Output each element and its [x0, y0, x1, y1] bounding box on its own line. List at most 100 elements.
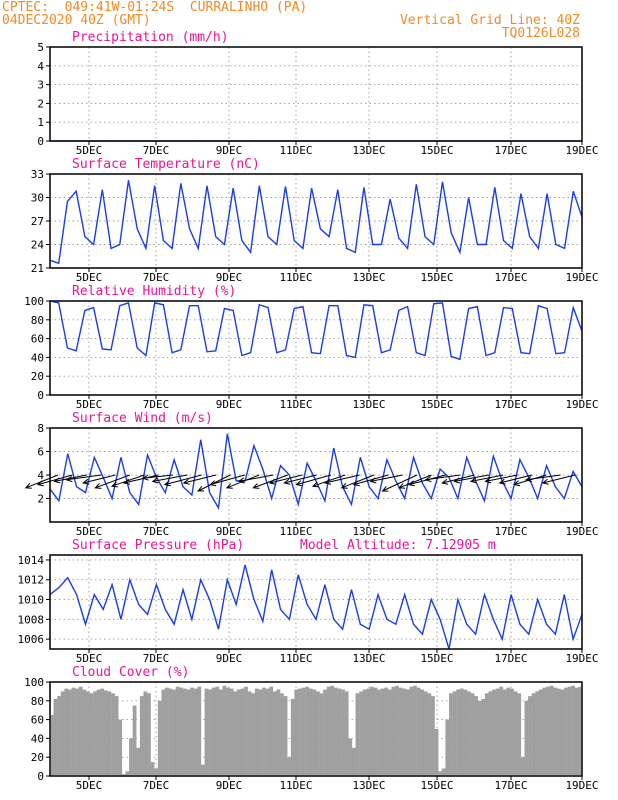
y-tick-label: 4: [37, 469, 44, 482]
cloud-bar: [57, 696, 61, 776]
cloud-bar: [333, 687, 338, 776]
cloud-bar: [111, 693, 115, 776]
wind-arrow: [163, 474, 202, 487]
cloud-bar: [150, 761, 155, 776]
y-tick-label: 2: [37, 493, 44, 506]
series-line-1: [49, 180, 583, 265]
cloud-bar: [96, 689, 101, 776]
cloud-bar: [502, 689, 507, 776]
cloud-bar: [549, 685, 554, 776]
wind-arrow: [141, 474, 173, 481]
cloud-bar: [280, 693, 284, 776]
cloud-bar: [75, 688, 79, 776]
panel-border-3: [49, 427, 583, 523]
x-tick-label: 17DEC: [494, 779, 527, 792]
cloud-bar: [395, 685, 399, 776]
panel-border-0: [49, 46, 583, 142]
cloud-bar: [312, 689, 317, 776]
cloud-bar: [416, 687, 421, 776]
wind-arrow: [151, 474, 188, 484]
cloud-bar: [373, 687, 378, 776]
cloud-bar: [391, 686, 396, 776]
cloud-bar: [344, 691, 349, 776]
cloud-bar: [53, 698, 58, 776]
wind-arrow: [65, 474, 102, 483]
wind-arrow: [283, 474, 317, 485]
y-tick-label: 6: [37, 446, 44, 459]
cloud-bar: [326, 686, 331, 776]
cloud-bar: [481, 698, 486, 776]
wind-arrow: [209, 474, 245, 487]
x-tick-label: 19DEC: [565, 271, 598, 284]
cloud-bar: [553, 687, 558, 776]
cloud-bar: [78, 686, 83, 776]
x-tick-label: 5DEC: [76, 779, 103, 792]
cloud-bar: [542, 687, 547, 776]
wind-arrow: [182, 474, 217, 485]
x-tick-label: 7DEC: [143, 652, 170, 665]
cloud-bar: [445, 719, 450, 776]
wind-arrow: [352, 474, 389, 487]
wind-arrow: [82, 474, 116, 485]
y-tick-label: 33: [31, 168, 44, 181]
cloud-bar: [262, 687, 266, 776]
x-tick-label: 5DEC: [76, 652, 103, 665]
panel-title-3: Surface Wind (m/s): [72, 411, 213, 426]
x-tick-label: 11DEC: [279, 652, 312, 665]
y-tick-label: 30: [31, 192, 44, 205]
x-tick-label: 15DEC: [420, 652, 453, 665]
panel-title-4: Surface Pressure (hPa): [72, 538, 244, 553]
cloud-bar: [67, 689, 72, 776]
cloud-bar: [265, 688, 270, 776]
panel-title-0: Precipitation (mm/h): [72, 30, 229, 45]
x-tick-label: 19DEC: [565, 144, 598, 157]
cloud-bar: [470, 693, 475, 776]
x-tick-label: 7DEC: [143, 398, 170, 411]
y-tick-label: 60: [31, 333, 44, 346]
cloud-bar: [510, 688, 514, 776]
cloud-bar: [132, 705, 137, 776]
series-line-4: [49, 564, 583, 650]
cloud-bar: [240, 688, 245, 776]
y-tick-label: 1: [37, 116, 44, 129]
cloud-bar: [484, 693, 489, 776]
cloud-bar: [161, 689, 166, 776]
x-tick-label: 19DEC: [565, 525, 598, 538]
cloud-bar: [560, 689, 565, 776]
wind-arrow: [524, 474, 561, 483]
cloud-bar: [121, 774, 126, 776]
wind-arrow: [398, 474, 432, 489]
x-tick-label: 7DEC: [143, 144, 170, 157]
cloud-bar: [492, 689, 496, 776]
cloud-bar: [538, 689, 543, 776]
cloud-bar: [244, 686, 248, 776]
header-line2-right: TQ0126L028: [501, 26, 580, 41]
cloud-bar: [60, 691, 65, 776]
cloud-bar: [236, 689, 241, 776]
cloud-bar: [136, 747, 141, 776]
wind-arrow: [469, 474, 504, 484]
cloud-bar: [247, 691, 252, 776]
panel-frame-4: [49, 554, 583, 650]
cloud-bar: [323, 689, 327, 776]
cloud-bar: [438, 771, 443, 776]
x-tick-label: 11DEC: [279, 398, 312, 411]
cloud-bar: [222, 685, 227, 776]
wind-arrow: [252, 474, 288, 489]
cloud-bar: [147, 693, 151, 776]
cloud-bar: [193, 688, 198, 776]
x-tick-label: 5DEC: [76, 525, 103, 538]
cloud-bar: [366, 688, 371, 776]
cloud-bar: [175, 686, 180, 776]
header-line2-left: 04DEC2020 40Z (GMT): [2, 13, 151, 28]
x-tick-label: 9DEC: [216, 525, 243, 538]
cloud-bar: [499, 686, 504, 776]
cloud-bar: [179, 687, 184, 776]
x-tick-label: 9DEC: [216, 779, 243, 792]
wind-arrow: [94, 474, 130, 489]
y-tick-label: 80: [31, 695, 44, 708]
cloud-bar: [258, 689, 263, 776]
panel-frame-2: [49, 300, 583, 396]
wind-arrow: [453, 474, 489, 484]
